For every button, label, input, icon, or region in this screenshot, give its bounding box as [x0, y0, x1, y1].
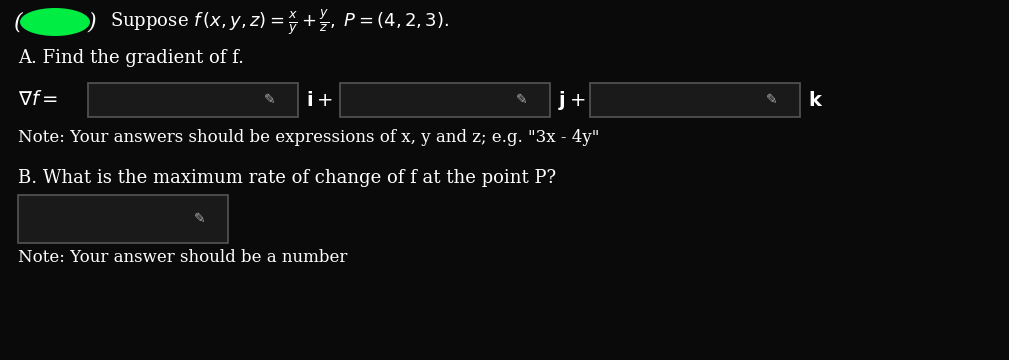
- Text: A. Find the gradient of f.: A. Find the gradient of f.: [18, 49, 244, 67]
- Text: B. What is the maximum rate of change of f at the point P?: B. What is the maximum rate of change of…: [18, 169, 556, 187]
- FancyBboxPatch shape: [18, 195, 228, 243]
- Text: ✎: ✎: [194, 212, 206, 226]
- Text: $\mathbf{i}+$: $\mathbf{i}+$: [306, 90, 333, 109]
- Text: ✎: ✎: [264, 93, 275, 107]
- Text: $\mathbf{k}$: $\mathbf{k}$: [808, 90, 823, 109]
- Text: ✎: ✎: [517, 93, 528, 107]
- Text: ): ): [88, 11, 96, 33]
- Text: $\mathbf{j}+$: $\mathbf{j}+$: [558, 89, 585, 112]
- FancyBboxPatch shape: [88, 83, 298, 117]
- Ellipse shape: [20, 8, 90, 36]
- Text: Note: Your answer should be a number: Note: Your answer should be a number: [18, 249, 347, 266]
- Text: Suppose $f\,(x, y, z) = \frac{x}{y} + \frac{y}{z},\; P = (4, 2, 3).$: Suppose $f\,(x, y, z) = \frac{x}{y} + \f…: [110, 7, 449, 37]
- FancyBboxPatch shape: [340, 83, 550, 117]
- FancyBboxPatch shape: [590, 83, 800, 117]
- Text: $\nabla f =$: $\nabla f =$: [18, 91, 59, 109]
- Text: ✎: ✎: [766, 93, 778, 107]
- Text: Note: Your answers should be expressions of x, y and z; e.g. "3x - 4y": Note: Your answers should be expressions…: [18, 129, 599, 145]
- Text: (: (: [14, 11, 22, 33]
